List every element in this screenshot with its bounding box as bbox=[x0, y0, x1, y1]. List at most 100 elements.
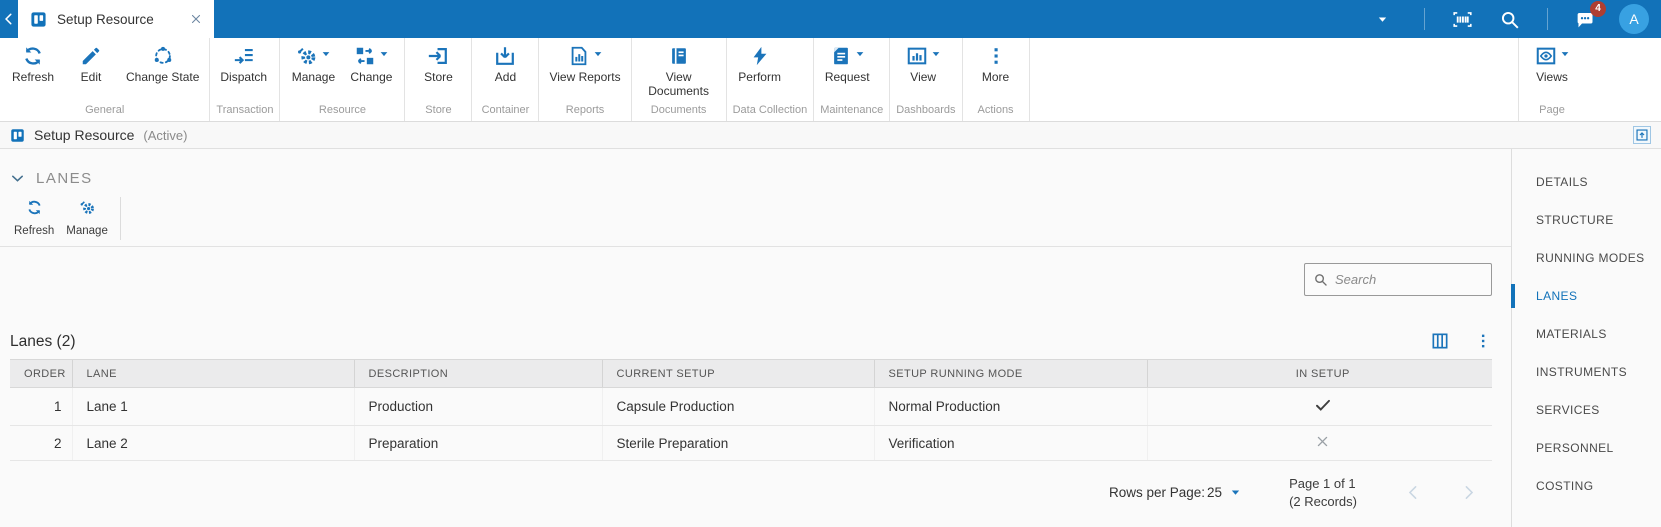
sidebar-item-label: RUNNING MODES bbox=[1536, 251, 1645, 265]
button-label: Perform bbox=[738, 70, 781, 84]
button-label: Manage bbox=[66, 224, 108, 237]
dropdown-caret-icon[interactable] bbox=[1377, 14, 1388, 25]
table-header-row: ORDER LANE DESCRIPTION CURRENT SETUP SETUP R… bbox=[10, 359, 1492, 388]
cell-lane: Lane 1 bbox=[71, 387, 354, 426]
refresh-icon bbox=[26, 199, 43, 221]
more-button[interactable]: More bbox=[967, 42, 1025, 100]
view-button[interactable]: View bbox=[894, 42, 952, 100]
dispatch-button[interactable]: Dispatch bbox=[214, 42, 273, 100]
more-icon bbox=[985, 45, 1007, 72]
tab-setup-resource[interactable]: Setup Resource bbox=[18, 0, 214, 38]
caret-down-icon bbox=[931, 45, 941, 64]
sidebar-item-materials[interactable]: MATERIALS bbox=[1512, 315, 1661, 353]
ribbon-group-label: Documents bbox=[650, 104, 707, 116]
sidebar-item-details[interactable]: DETAILS bbox=[1512, 163, 1661, 201]
cell-description: Preparation bbox=[353, 425, 602, 461]
barcode-scanner-icon[interactable] bbox=[1452, 9, 1473, 30]
view-documents-button[interactable]: View Documents bbox=[636, 42, 722, 100]
button-label: Change bbox=[350, 70, 393, 84]
page-info: Page 1 of 1 (2 Records) bbox=[1289, 475, 1357, 510]
cell-lane: Lane 2 bbox=[71, 425, 354, 461]
views-button[interactable]: Views bbox=[1523, 42, 1581, 100]
column-header-lane[interactable]: LANE bbox=[71, 359, 354, 388]
ribbon-group-label: Maintenance bbox=[820, 104, 884, 116]
sidebar-item-running-modes[interactable]: RUNNING MODES bbox=[1512, 239, 1661, 277]
refresh-icon bbox=[22, 45, 44, 72]
view-reports-button[interactable]: View Reports bbox=[543, 42, 626, 100]
sidebar-item-personnel[interactable]: PERSONNEL bbox=[1512, 429, 1661, 467]
change-icon bbox=[354, 45, 376, 72]
in-setup-check-icon bbox=[1314, 396, 1332, 414]
rows-per-page-label: Rows per Page: bbox=[1108, 485, 1206, 501]
ribbon-group-data-collection: Perform Data Collection bbox=[727, 38, 815, 121]
sidebar-item-label: DETAILS bbox=[1536, 175, 1588, 189]
section-refresh-button[interactable]: Refresh bbox=[8, 191, 60, 246]
caret-down-icon bbox=[855, 45, 865, 64]
change-button[interactable]: Change bbox=[342, 42, 400, 100]
cell-in-setup bbox=[1146, 387, 1492, 426]
collapse-chevron-icon[interactable] bbox=[10, 171, 25, 186]
ribbon-group-label: Actions bbox=[977, 104, 1014, 116]
previous-page-icon[interactable] bbox=[1405, 484, 1422, 501]
view-reports-icon bbox=[568, 45, 590, 72]
caret-down-icon bbox=[1560, 45, 1570, 64]
button-label: Refresh bbox=[11, 70, 55, 84]
search-icon[interactable] bbox=[1499, 9, 1520, 30]
table-row[interactable]: 2 Lane 2 Preparation Sterile Preparation Ver… bbox=[10, 425, 1492, 461]
ribbon-group-documents: View Documents Documents bbox=[632, 38, 727, 121]
sidebar-item-costing[interactable]: COSTING bbox=[1512, 467, 1661, 505]
section-toolbar: Refresh Manage bbox=[0, 191, 1511, 247]
button-label: Manage bbox=[291, 70, 336, 84]
change-state-icon bbox=[152, 45, 174, 72]
avatar[interactable]: A bbox=[1619, 4, 1649, 34]
perform-icon bbox=[749, 45, 771, 72]
add-button[interactable]: Add bbox=[476, 42, 534, 100]
messages-icon[interactable]: 4 bbox=[1575, 0, 1606, 30]
app-kanban-icon bbox=[30, 11, 47, 28]
manage-button[interactable]: Manage bbox=[284, 42, 342, 100]
table-title-row: Lanes (2) bbox=[0, 312, 1511, 359]
add-icon bbox=[494, 45, 516, 72]
panel-expand-icon[interactable] bbox=[1633, 126, 1651, 144]
section-manage-button[interactable]: Manage bbox=[60, 191, 114, 246]
page-number-text: Page 1 of 1 bbox=[1289, 476, 1356, 491]
close-icon[interactable] bbox=[190, 13, 202, 25]
refresh-button[interactable]: Refresh bbox=[4, 42, 62, 100]
sidebar-item-structure[interactable]: STRUCTURE bbox=[1512, 201, 1661, 239]
caret-down-icon bbox=[1230, 487, 1241, 498]
rows-per-page-select[interactable]: Rows per Page: 25 bbox=[1109, 485, 1241, 500]
column-header-description[interactable]: DESCRIPTION bbox=[353, 359, 602, 388]
sidebar-item-lanes[interactable]: LANES bbox=[1511, 277, 1661, 315]
table-row[interactable]: 1 Lane 1 Production Capsule Production Norma… bbox=[10, 387, 1492, 426]
back-chevron-icon[interactable] bbox=[0, 0, 18, 38]
sidebar-item-services[interactable]: SERVICES bbox=[1512, 391, 1661, 429]
cell-order: 1 bbox=[10, 387, 72, 426]
ribbon-group-actions: More Actions bbox=[963, 38, 1030, 121]
perform-button[interactable]: Perform bbox=[731, 42, 789, 100]
ribbon-group-label: Page bbox=[1539, 104, 1565, 116]
edit-button[interactable]: Edit bbox=[62, 42, 120, 100]
next-page-icon[interactable] bbox=[1460, 484, 1477, 501]
sidebar-item-label: LANES bbox=[1536, 289, 1578, 303]
search-input[interactable] bbox=[1335, 272, 1483, 287]
views-eye-icon bbox=[1535, 45, 1557, 72]
columns-icon[interactable] bbox=[1430, 331, 1450, 351]
column-header-order[interactable]: ORDER bbox=[10, 359, 72, 388]
separator bbox=[119, 197, 121, 240]
rows-per-page-value: 25 bbox=[1207, 485, 1223, 501]
request-button[interactable]: Request bbox=[818, 42, 876, 100]
change-state-button[interactable]: Change State bbox=[120, 42, 205, 100]
column-header-in-setup[interactable]: IN SETUP bbox=[1146, 359, 1492, 388]
kebab-menu-icon[interactable] bbox=[1474, 332, 1492, 350]
ribbon-group-maintenance: Request Maintenance bbox=[814, 38, 891, 121]
sidebar-item-label: STRUCTURE bbox=[1536, 213, 1614, 227]
button-label: Add bbox=[494, 70, 517, 84]
sidebar-item-instruments[interactable]: INSTRUMENTS bbox=[1512, 353, 1661, 391]
column-header-setup-running-mode[interactable]: SETUP RUNNING MODE bbox=[873, 359, 1147, 388]
column-header-current-setup[interactable]: CURRENT SETUP bbox=[601, 359, 874, 388]
button-label: More bbox=[981, 70, 1010, 84]
store-button[interactable]: Store bbox=[409, 42, 467, 100]
ribbon-page-group: Views Page bbox=[1518, 38, 1585, 121]
records-count-text: (2 Records) bbox=[1289, 493, 1357, 509]
